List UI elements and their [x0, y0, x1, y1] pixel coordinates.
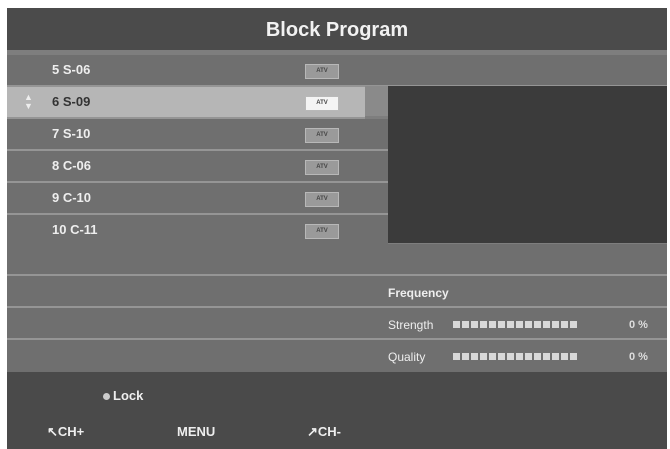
bar-segment [543, 353, 550, 360]
bar-segment [489, 321, 496, 328]
empty-row [7, 244, 667, 276]
red-button-icon [103, 393, 110, 400]
menu-hint[interactable]: MENU [177, 424, 216, 439]
ch-up-label: CH+ [57, 424, 85, 439]
ch-down-hint[interactable]: ↗CH- [307, 424, 341, 440]
bar-segment [480, 353, 487, 360]
channel-name: 9 C-10 [52, 190, 92, 205]
bar-segment [534, 321, 541, 328]
bar-segment [453, 321, 460, 328]
bar-segment [507, 321, 514, 328]
bar-segment [471, 321, 478, 328]
channel-name: 10 C-11 [52, 222, 98, 237]
strength-row [7, 308, 667, 340]
strength-label: Strength [388, 318, 434, 332]
video-preview [388, 86, 667, 243]
channel-type-badge: ATV [305, 160, 339, 175]
bar-segment [552, 353, 559, 360]
strength-bar [453, 321, 577, 328]
bar-segment [570, 353, 577, 360]
block-program-window: Block Program 5 S-06 ATV ▲ ▼ 6 S-09 ATV 7 S-10… [7, 8, 667, 449]
quality-value: 0 % [629, 351, 648, 363]
frequency-row [7, 276, 667, 308]
quality-bar [453, 353, 577, 360]
bar-segment [471, 353, 478, 360]
quality-label: Quality [388, 350, 426, 364]
list-scroll-indicator [365, 86, 388, 116]
bar-segment [552, 321, 559, 328]
up-down-arrows-icon: ▲ ▼ [24, 92, 33, 111]
bar-segment [480, 321, 487, 328]
channel-row[interactable]: 9 C-10 ATV [7, 183, 388, 215]
channel-row[interactable]: 10 C-11 ATV [7, 215, 388, 247]
footer-hints: Lock ↖CH+ MENU ↗CH- [7, 372, 667, 449]
bar-segment [462, 321, 469, 328]
frequency-label: Frequency [388, 286, 449, 300]
bar-segment [498, 321, 505, 328]
bar-segment [525, 353, 532, 360]
channel-type-badge: ATV [305, 192, 339, 207]
bar-segment [561, 353, 568, 360]
channel-name: 7 S-10 [52, 126, 91, 141]
bar-segment [462, 353, 469, 360]
bar-segment [525, 321, 532, 328]
ch-down-label: CH- [317, 424, 342, 439]
page-title: Block Program [7, 8, 667, 50]
arrow-up-left-icon: ↖ [47, 424, 58, 439]
lock-label: Lock [113, 388, 144, 403]
bar-segment [453, 353, 460, 360]
arrow-up-right-icon: ↗ [307, 424, 318, 439]
bar-segment [534, 353, 541, 360]
ch-up-hint[interactable]: ↖CH+ [47, 424, 84, 440]
bar-segment [561, 321, 568, 328]
channel-type-badge: ATV [305, 128, 339, 143]
channel-row[interactable]: 7 S-10 ATV [7, 119, 388, 151]
channel-type-badge: ATV [305, 224, 339, 239]
bar-segment [570, 321, 577, 328]
lock-hint[interactable]: Lock [103, 388, 143, 403]
bar-segment [516, 321, 523, 328]
channel-name: 6 S-09 [52, 94, 91, 109]
channel-row[interactable]: ▲ ▼ 6 S-09 ATV [7, 87, 365, 119]
bar-segment [507, 353, 514, 360]
bar-segment [498, 353, 505, 360]
strength-value: 0 % [629, 319, 648, 331]
channel-type-badge: ATV [305, 96, 339, 111]
channel-type-badge: ATV [305, 64, 339, 79]
channel-row[interactable]: 8 C-06 ATV [7, 151, 388, 183]
bar-segment [543, 321, 550, 328]
channel-name: 5 S-06 [52, 62, 91, 77]
channel-row[interactable]: 5 S-06 ATV [7, 55, 667, 87]
channel-name: 8 C-06 [52, 158, 92, 173]
bar-segment [489, 353, 496, 360]
bar-segment [516, 353, 523, 360]
